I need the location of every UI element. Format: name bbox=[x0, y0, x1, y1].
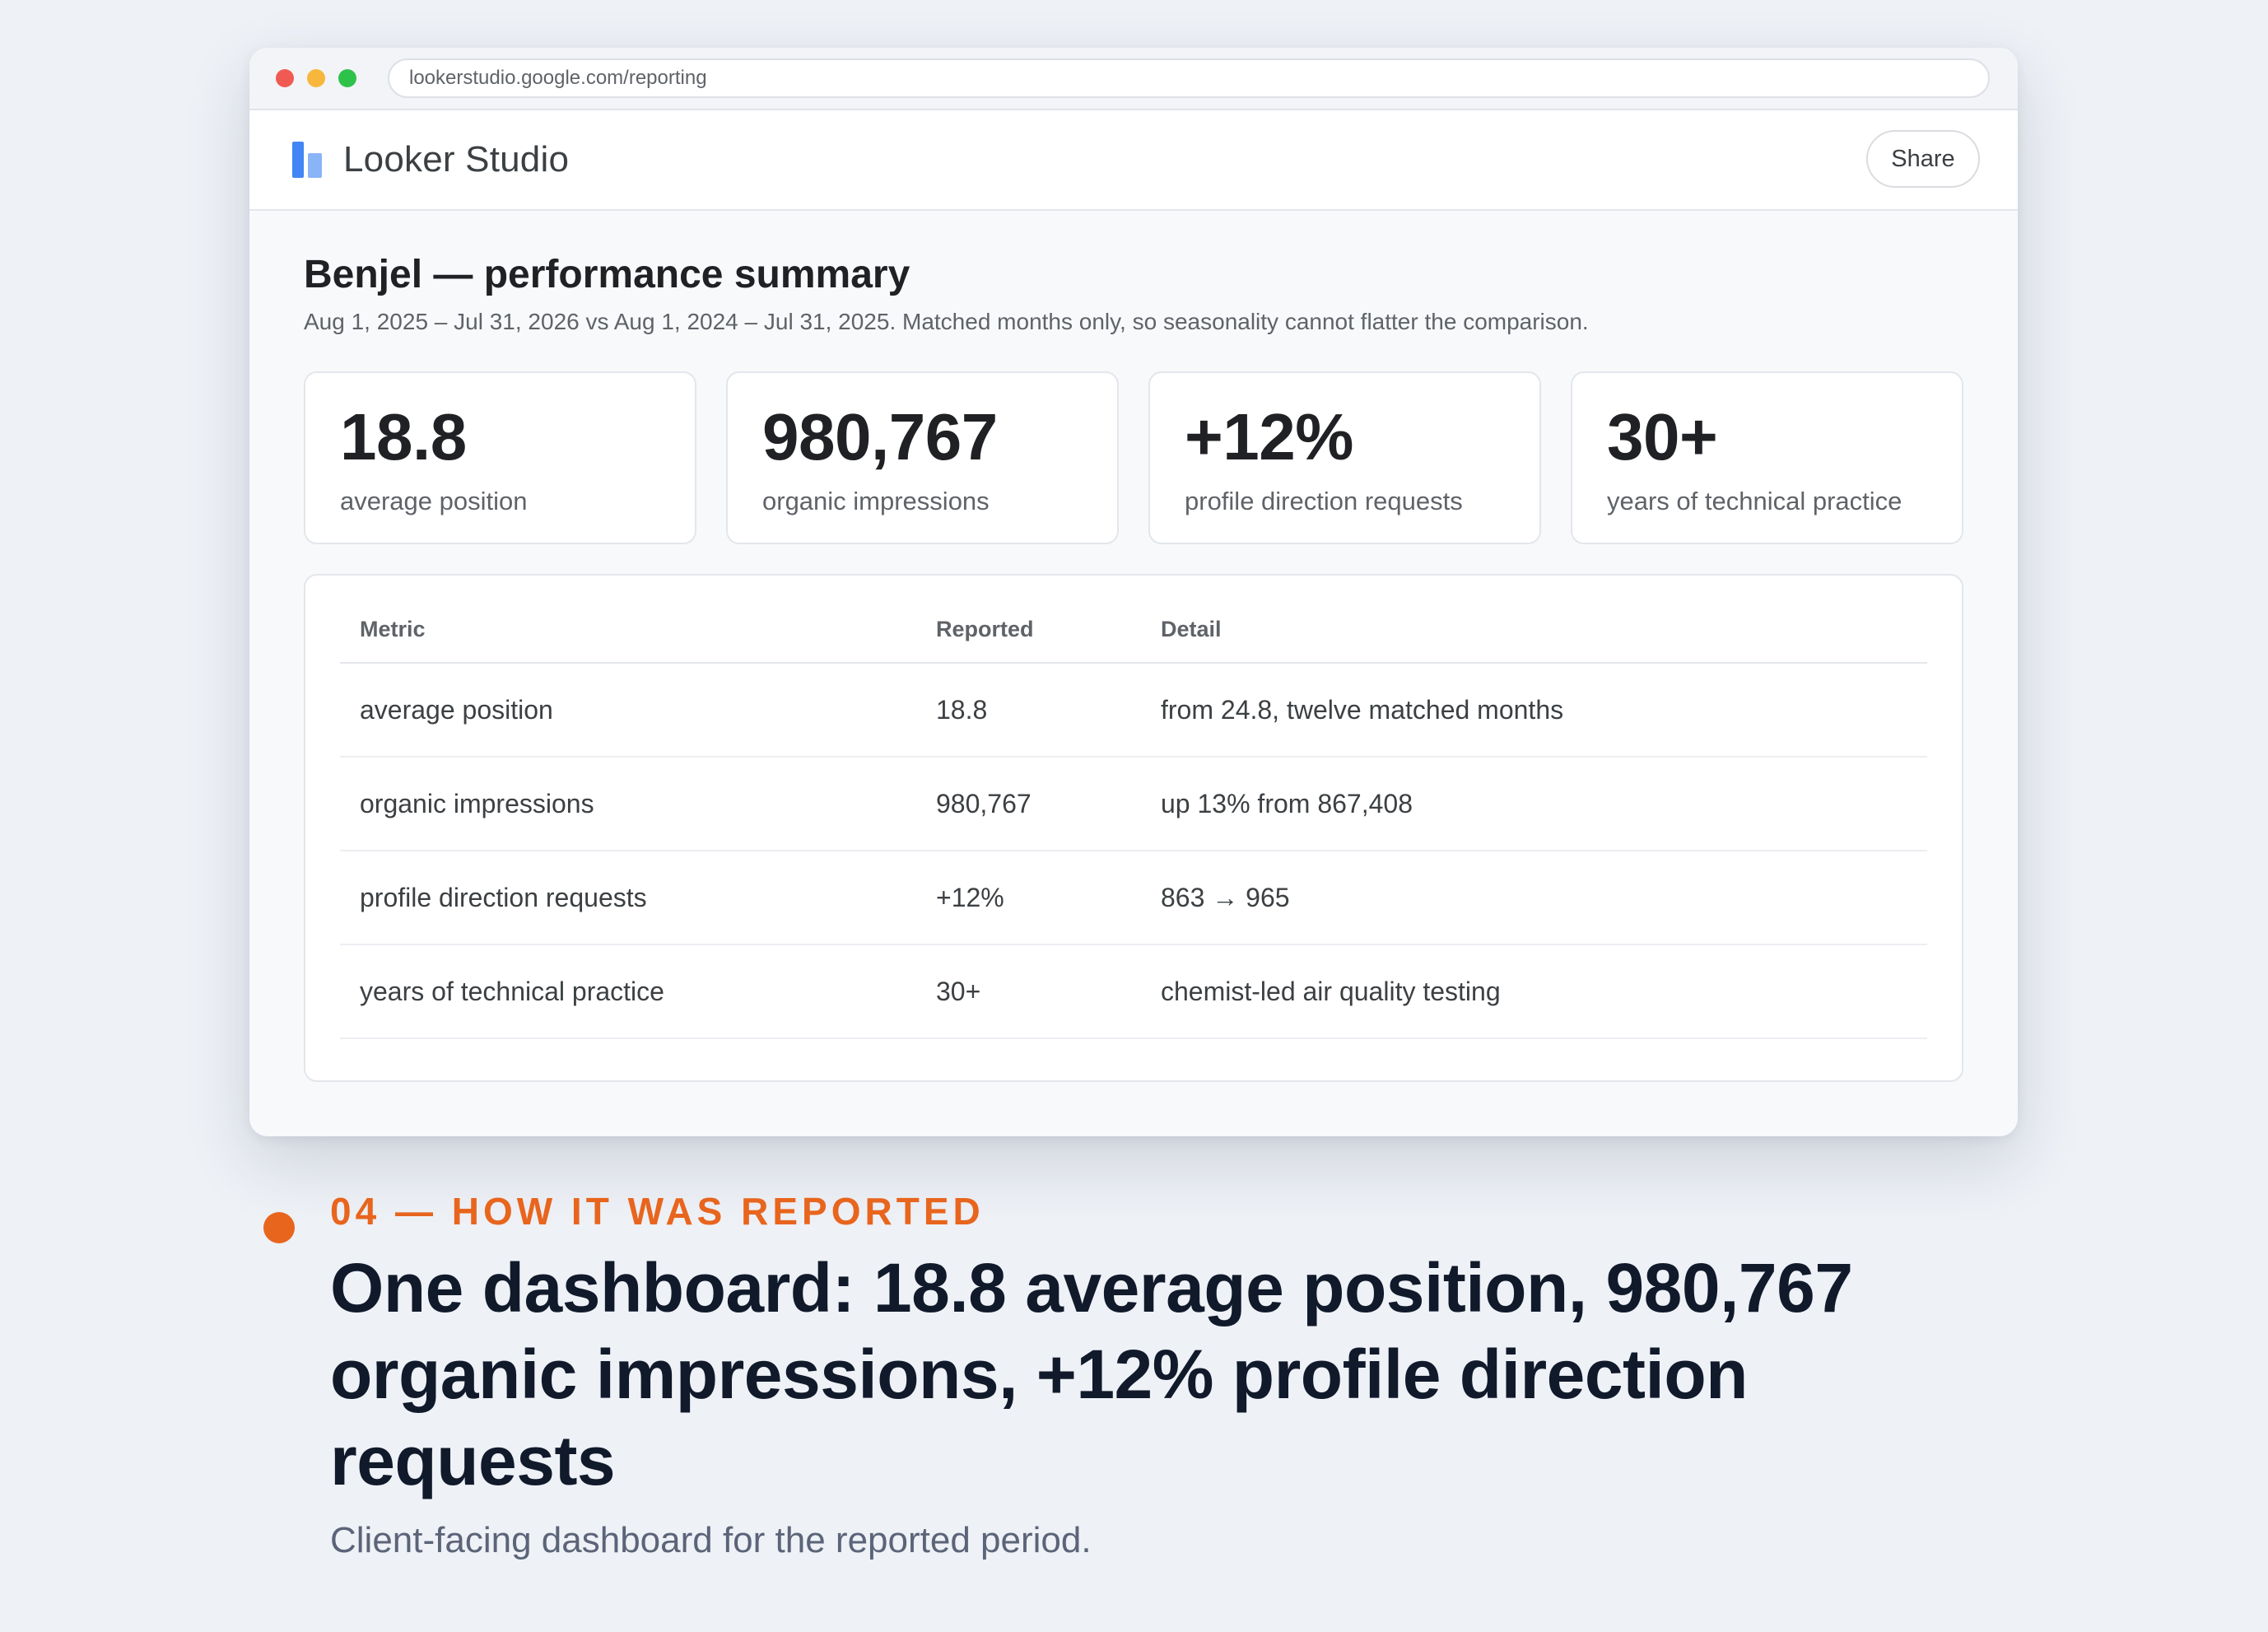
column-header-metric[interactable]: Metric bbox=[340, 612, 936, 664]
table-header-row: Metric Reported Detail bbox=[340, 612, 1927, 664]
metrics-table: Metric Reported Detail average position … bbox=[340, 612, 1927, 1039]
caption-subtitle: Client-facing dashboard for the reported… bbox=[330, 1520, 1092, 1560]
table-row: average position 18.8 from 24.8, twelve … bbox=[340, 663, 1927, 758]
cell-metric: organic impressions bbox=[340, 757, 936, 851]
cell-metric: profile direction requests bbox=[340, 851, 936, 945]
cell-detail: 863 → 965 bbox=[1161, 851, 1927, 945]
logo-bar-primary bbox=[292, 142, 304, 178]
browser-chrome: lookerstudio.google.com/reporting bbox=[249, 48, 2018, 110]
kpi-card-organic-impressions: 980,767 organic impressions bbox=[726, 371, 1119, 544]
table-row: profile direction requests +12% 863 → 96… bbox=[340, 851, 1927, 945]
report-canvas: Benjel — performance summary Aug 1, 2025… bbox=[249, 211, 2018, 1082]
minimize-window-dot[interactable] bbox=[307, 69, 325, 87]
caption-headline: One dashboard: 18.8 average position, 98… bbox=[330, 1249, 1853, 1499]
looker-studio-logo-icon bbox=[292, 142, 322, 178]
kpi-value: 980,767 bbox=[762, 400, 998, 473]
kpi-cards: 18.8 average position 980,767 organic im… bbox=[304, 371, 1963, 544]
kpi-label: years of technical practice bbox=[1607, 487, 1902, 515]
cell-metric: years of technical practice bbox=[340, 944, 936, 1039]
metrics-table-card: Metric Reported Detail average position … bbox=[304, 574, 1963, 1082]
logo-bar-secondary bbox=[308, 153, 322, 178]
accent-dot-icon bbox=[263, 1212, 295, 1243]
cell-detail: up 13% from 867,408 bbox=[1161, 757, 1927, 851]
section-eyebrow: 04 — HOW IT WAS REPORTED bbox=[330, 1190, 985, 1233]
kpi-value: +12% bbox=[1185, 400, 1353, 473]
cell-detail: from 24.8, twelve matched months bbox=[1161, 663, 1927, 758]
report-subtitle: Aug 1, 2025 – Jul 31, 2026 vs Aug 1, 202… bbox=[304, 309, 1589, 334]
cell-metric: average position bbox=[340, 663, 936, 758]
column-header-detail[interactable]: Detail bbox=[1161, 612, 1927, 664]
app-header: Looker Studio Share bbox=[249, 110, 2018, 211]
kpi-card-years-of-practice: 30+ years of technical practice bbox=[1571, 371, 1963, 544]
kpi-label: average position bbox=[340, 487, 528, 515]
app-name: Looker Studio bbox=[343, 139, 570, 180]
kpi-card-average-position: 18.8 average position bbox=[304, 371, 696, 544]
cell-reported: 980,767 bbox=[936, 757, 1161, 851]
cell-reported: +12% bbox=[936, 851, 1161, 945]
table-row: years of technical practice 30+ chemist-… bbox=[340, 944, 1927, 1039]
column-header-reported[interactable]: Reported bbox=[936, 612, 1161, 664]
maximize-window-dot[interactable] bbox=[338, 69, 356, 87]
cell-reported: 30+ bbox=[936, 944, 1161, 1039]
kpi-card-profile-direction-requests: +12% profile direction requests bbox=[1148, 371, 1541, 544]
report-title: Benjel — performance summary bbox=[304, 253, 910, 296]
cell-detail: chemist-led air quality testing bbox=[1161, 944, 1927, 1039]
browser-window: lookerstudio.google.com/reporting Looker… bbox=[249, 48, 2018, 1136]
cell-reported: 18.8 bbox=[936, 663, 1161, 758]
table-row: organic impressions 980,767 up 13% from … bbox=[340, 757, 1927, 851]
kpi-value: 30+ bbox=[1607, 400, 1718, 473]
close-window-dot[interactable] bbox=[276, 69, 294, 87]
kpi-label: profile direction requests bbox=[1185, 487, 1463, 515]
kpi-label: organic impressions bbox=[762, 487, 990, 515]
kpi-value: 18.8 bbox=[340, 400, 467, 473]
share-button[interactable]: Share bbox=[1866, 130, 1980, 188]
address-bar[interactable]: lookerstudio.google.com/reporting bbox=[388, 58, 1990, 98]
